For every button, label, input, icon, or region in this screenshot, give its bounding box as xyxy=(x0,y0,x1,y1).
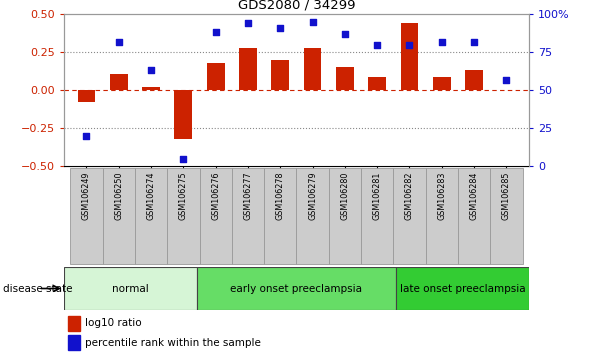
Bar xyxy=(69,316,80,331)
Bar xyxy=(174,90,192,139)
Text: percentile rank within the sample: percentile rank within the sample xyxy=(85,337,261,348)
Bar xyxy=(368,76,386,90)
Text: GSM106249: GSM106249 xyxy=(82,171,91,220)
Text: normal: normal xyxy=(112,284,149,293)
Bar xyxy=(271,60,289,90)
Text: GSM106275: GSM106275 xyxy=(179,171,188,220)
Title: GDS2080 / 34299: GDS2080 / 34299 xyxy=(238,0,355,12)
Bar xyxy=(110,74,128,90)
Text: GSM106284: GSM106284 xyxy=(469,171,478,220)
FancyBboxPatch shape xyxy=(232,169,264,263)
FancyBboxPatch shape xyxy=(490,169,522,263)
Bar xyxy=(239,48,257,90)
FancyBboxPatch shape xyxy=(71,169,103,263)
Bar xyxy=(69,335,80,350)
FancyBboxPatch shape xyxy=(361,169,393,263)
Point xyxy=(308,19,317,25)
Point xyxy=(340,31,350,37)
Bar xyxy=(303,48,322,90)
FancyBboxPatch shape xyxy=(135,169,167,263)
Text: GSM106250: GSM106250 xyxy=(114,171,123,220)
FancyBboxPatch shape xyxy=(197,267,396,310)
Point xyxy=(179,156,188,161)
Text: GSM106276: GSM106276 xyxy=(211,171,220,220)
Point xyxy=(211,30,221,35)
Bar xyxy=(465,70,483,90)
Text: GSM106279: GSM106279 xyxy=(308,171,317,220)
Point xyxy=(243,21,253,26)
FancyBboxPatch shape xyxy=(329,169,361,263)
FancyBboxPatch shape xyxy=(64,267,197,310)
FancyBboxPatch shape xyxy=(199,169,232,263)
Text: early onset preeclampsia: early onset preeclampsia xyxy=(230,284,362,293)
FancyBboxPatch shape xyxy=(264,169,297,263)
Point xyxy=(404,42,414,47)
FancyBboxPatch shape xyxy=(393,169,426,263)
Point xyxy=(275,25,285,31)
Point xyxy=(146,68,156,73)
Text: GSM106280: GSM106280 xyxy=(340,171,350,220)
Bar xyxy=(142,87,160,90)
Bar xyxy=(336,67,354,90)
Point xyxy=(469,39,479,44)
FancyBboxPatch shape xyxy=(396,267,529,310)
Text: disease state: disease state xyxy=(3,284,72,293)
Point xyxy=(372,42,382,47)
Bar xyxy=(433,76,451,90)
FancyBboxPatch shape xyxy=(426,169,458,263)
Text: GSM106281: GSM106281 xyxy=(373,171,382,220)
Text: late onset preeclampsia: late onset preeclampsia xyxy=(399,284,525,293)
Text: GSM106274: GSM106274 xyxy=(147,171,156,220)
Text: GSM106283: GSM106283 xyxy=(437,171,446,220)
Bar xyxy=(207,63,224,90)
Text: GSM106277: GSM106277 xyxy=(243,171,252,220)
Text: GSM106282: GSM106282 xyxy=(405,171,414,220)
FancyBboxPatch shape xyxy=(167,169,199,263)
FancyBboxPatch shape xyxy=(103,169,135,263)
FancyBboxPatch shape xyxy=(458,169,490,263)
Bar xyxy=(78,90,95,102)
Text: GSM106278: GSM106278 xyxy=(276,171,285,220)
Text: log10 ratio: log10 ratio xyxy=(85,318,142,329)
Point xyxy=(437,39,447,44)
Point xyxy=(81,133,91,139)
Bar xyxy=(401,23,418,90)
Point xyxy=(502,77,511,82)
FancyBboxPatch shape xyxy=(297,169,329,263)
Text: GSM106285: GSM106285 xyxy=(502,171,511,220)
Point xyxy=(114,39,123,44)
